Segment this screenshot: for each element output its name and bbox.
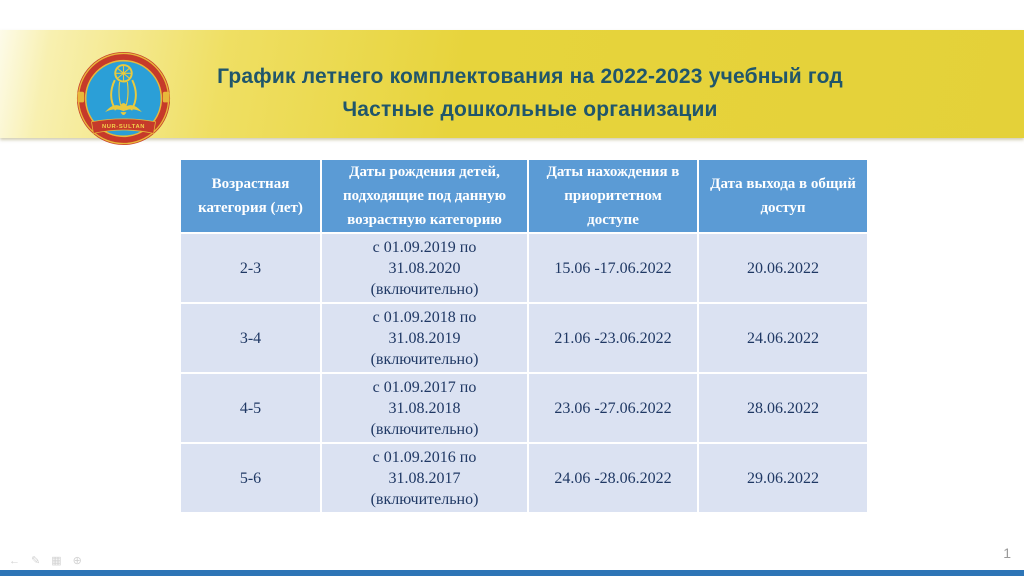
emblem-banner-text: NUR-SULTAN [102,124,145,130]
table-row-2-birth: с 01.09.2018 по 31.08.2019 (включительно… [322,304,527,372]
birth-line: с 01.09.2017 по [372,378,477,396]
birth-line: с 01.09.2018 по [372,308,477,326]
header-age-category: Возрастная категория (лет) [181,160,320,232]
slide-title-line2: Частные дошкольные организации [342,98,718,121]
table-row-1-birth: с 01.09.2019 по 31.08.2020 (включительно… [322,234,527,302]
header-public-access: Дата выхода в общий доступ [699,160,867,232]
table-row-1-age: 2-3 [181,234,320,302]
schedule-table: Возрастная категория (лет) Даты рождения… [181,160,867,512]
slide-title-line1: График летнего комплектования на 2022-20… [217,65,843,88]
table-row-4-age: 5-6 [181,444,320,512]
birth-line: 31.08.2017 [388,469,461,487]
table-row-4-public: 29.06.2022 [699,444,867,512]
bottom-accent-bar [0,570,1024,576]
birth-line: 31.08.2018 [388,399,461,417]
header-priority-access: Даты нахождения в приоритетном доступе [529,160,697,232]
table-row-4-birth: с 01.09.2016 по 31.08.2017 (включительно… [322,444,527,512]
table-row-3-birth: с 01.09.2017 по 31.08.2018 (включительно… [322,374,527,442]
nur-sultan-emblem-logo: NUR-SULTAN [75,50,172,147]
birth-line: (включительно) [370,490,479,508]
page-number: 1 [1003,545,1011,561]
emblem-icon: NUR-SULTAN [76,51,171,146]
table-row-3-age: 4-5 [181,374,320,442]
table-row-3-priority: 23.06 -27.06.2022 [529,374,697,442]
table-row-2-public: 24.06.2022 [699,304,867,372]
table-row-2-priority: 21.06 -23.06.2022 [529,304,697,372]
birth-line: с 01.09.2016 по [372,448,477,466]
birth-line: с 01.09.2019 по [372,238,477,256]
birth-line: 31.08.2020 [388,259,461,277]
table-row-2-age: 3-4 [181,304,320,372]
all-slides-grid-icon[interactable]: ▦ [51,555,62,567]
table-row-1-priority: 15.06 -17.06.2022 [529,234,697,302]
birth-line: (включительно) [370,420,479,438]
slide-title: График летнего комплектования на 2022-20… [150,60,910,126]
table-row-1-public: 20.06.2022 [699,234,867,302]
birth-line: 31.08.2019 [388,329,461,347]
birth-line: (включительно) [370,280,479,298]
zoom-icon[interactable]: ⊕ [72,555,82,567]
header-band [0,30,1024,138]
presenter-controls: ← ✎ ▦ ⊕ [9,555,82,567]
table-row-3-public: 28.06.2022 [699,374,867,442]
pen-icon[interactable]: ✎ [31,555,41,567]
birth-line: (включительно) [370,350,479,368]
back-arrow-icon[interactable]: ← [9,555,20,567]
table-row-4-priority: 24.06 -28.06.2022 [529,444,697,512]
header-birth-dates: Даты рождения детей, подходящие под данн… [322,160,527,232]
